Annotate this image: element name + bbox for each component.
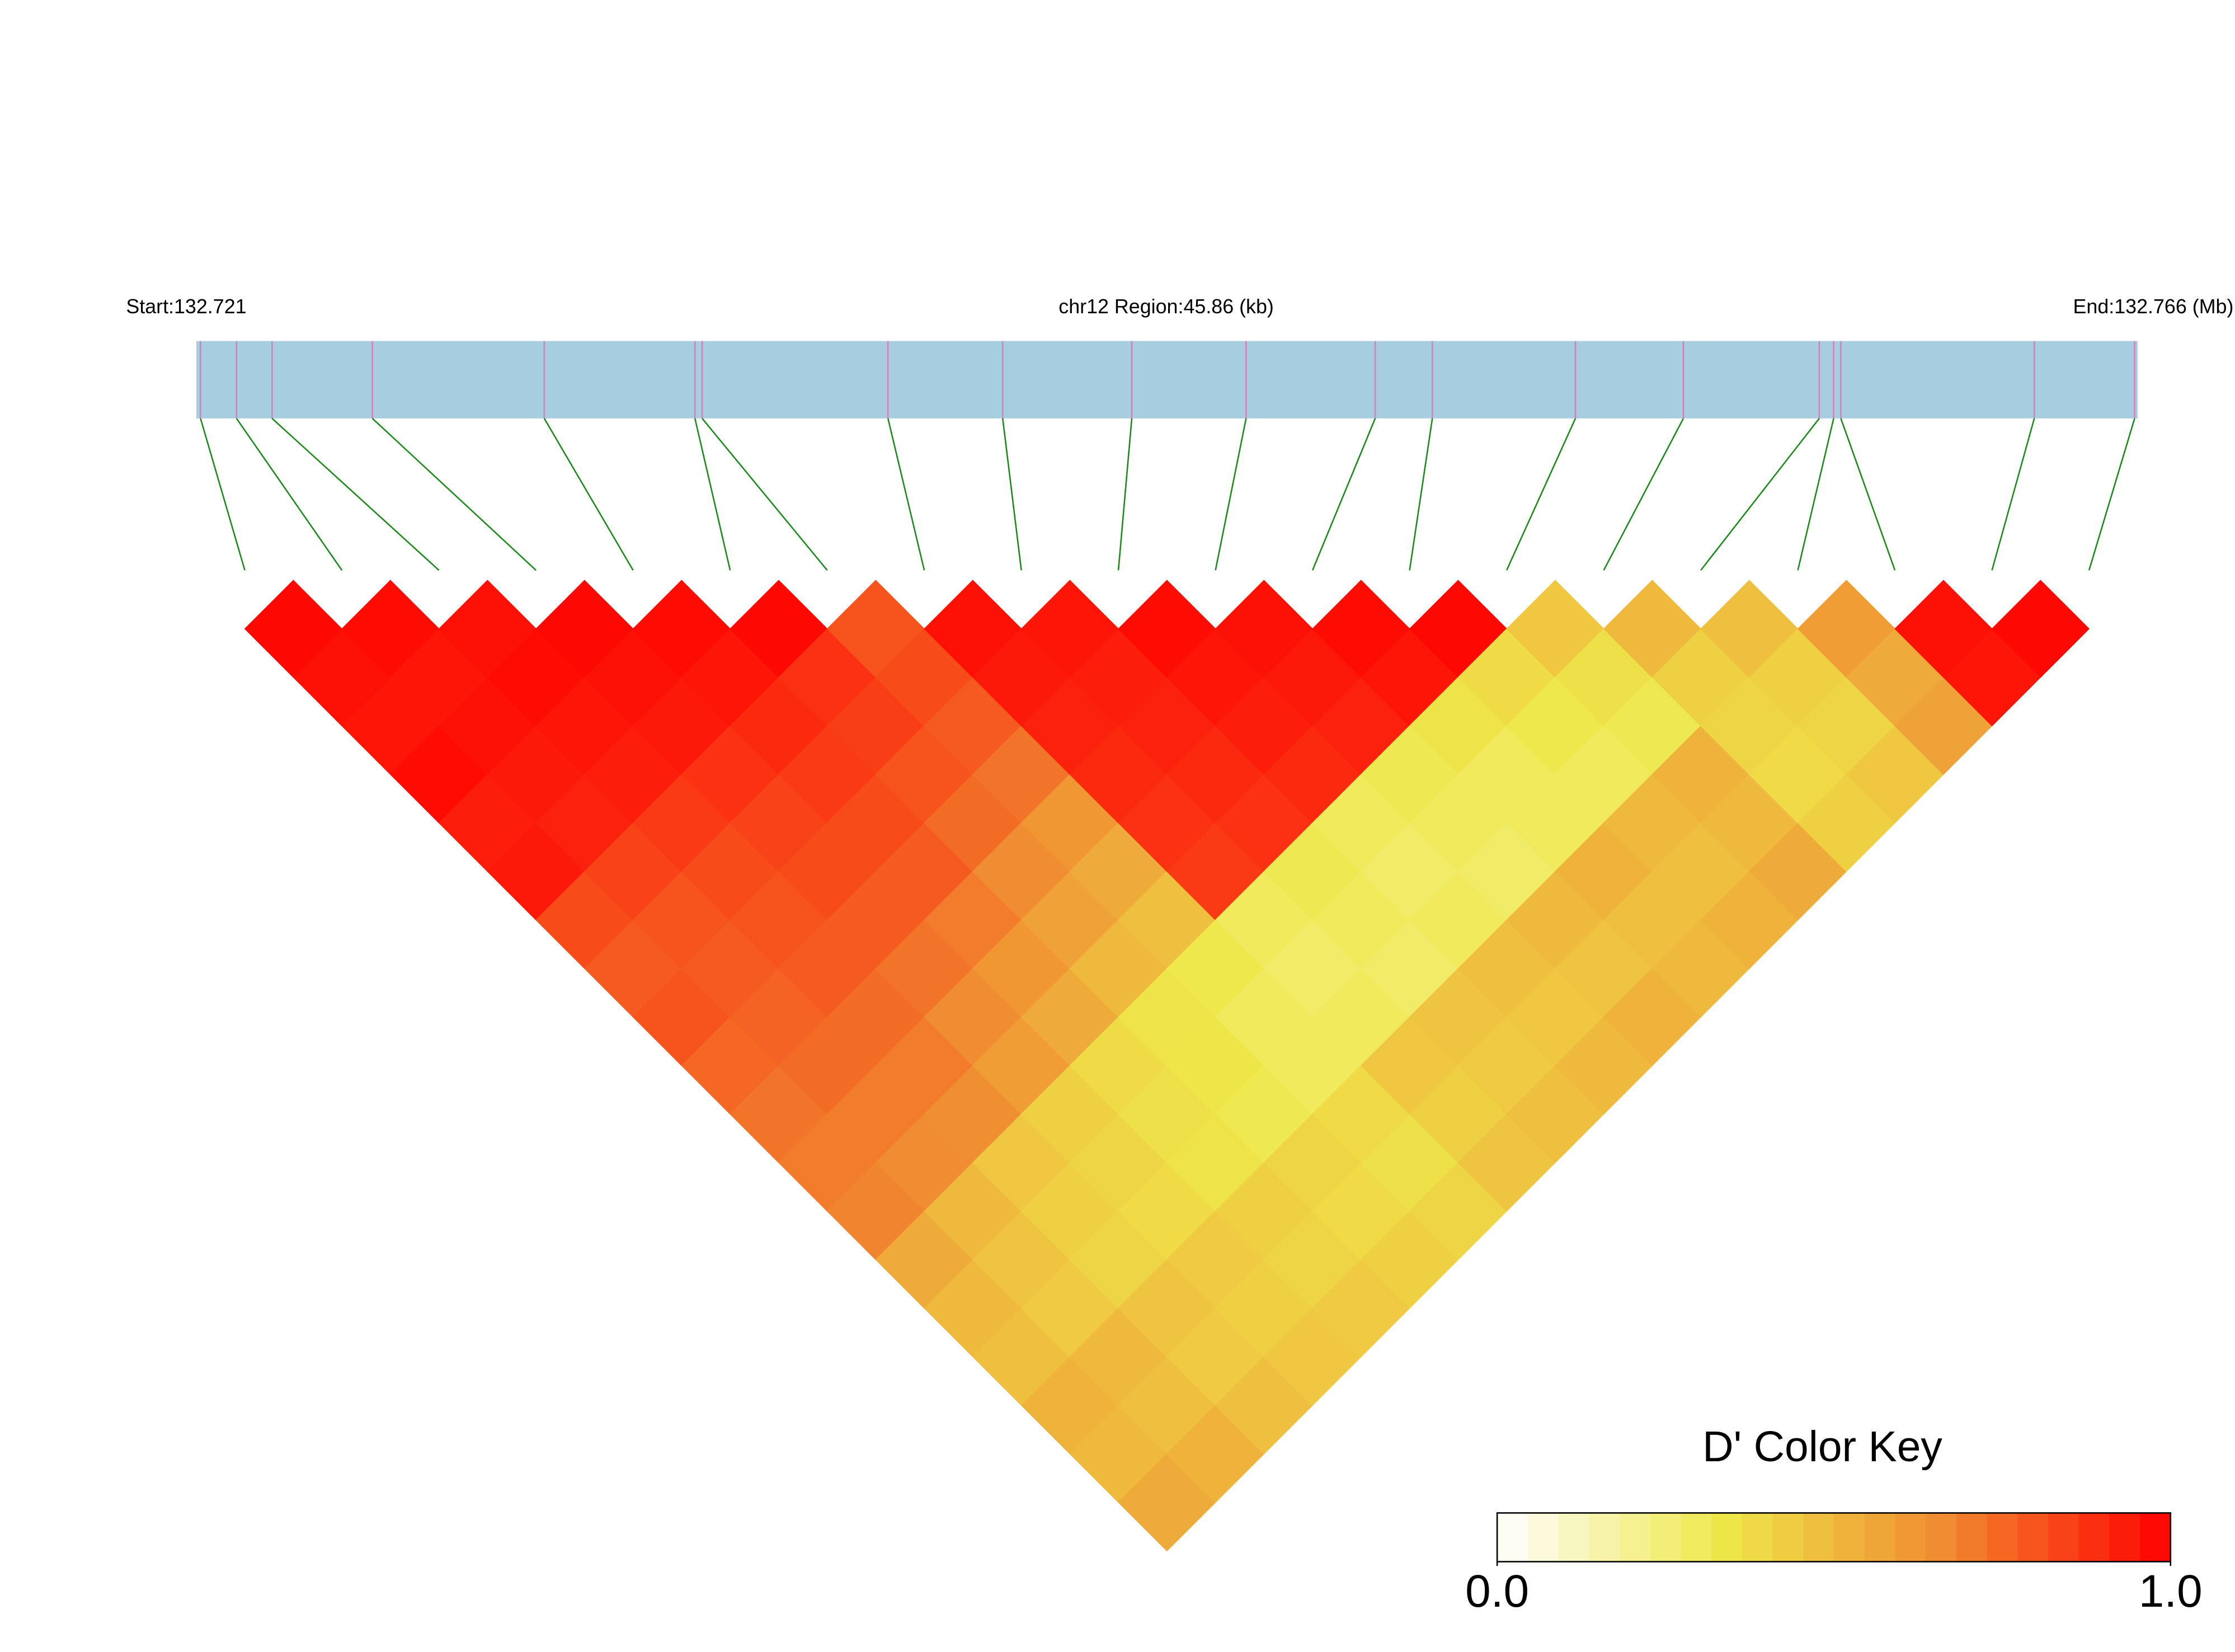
snp-link [1215, 418, 1247, 571]
snp-link [200, 418, 246, 571]
legend-title: D' Color Key [1702, 1423, 1942, 1471]
legend-swatch [1650, 1513, 1682, 1562]
snp-link [371, 417, 537, 571]
snp-link [1311, 418, 1376, 571]
snp-link [1409, 418, 1433, 571]
snp-link [1505, 418, 1577, 571]
legend-swatch [1527, 1513, 1559, 1562]
legend-swatch [1987, 1513, 2018, 1562]
snp-link [1991, 418, 2035, 571]
snp-link [1603, 418, 1685, 571]
snp-link [1001, 418, 1022, 571]
legend-swatch [2140, 1513, 2172, 1562]
legend-swatch [1681, 1513, 1712, 1562]
snp-link [887, 418, 925, 571]
legend-swatch [1742, 1513, 1773, 1562]
legend-swatch [2017, 1513, 2049, 1562]
legend-tick-label: 0.0 [1465, 1566, 1529, 1617]
legend-swatch [1772, 1513, 1804, 1562]
snp-link [1700, 418, 1820, 571]
snp-link [2088, 418, 2135, 571]
snp-link [694, 418, 731, 571]
legend-swatch [1589, 1513, 1621, 1562]
legend-swatch [1803, 1513, 1835, 1562]
snp-link [543, 418, 634, 571]
region-label: chr12 Region:45.86 (kb) [1058, 295, 1274, 318]
legend-swatch [1711, 1513, 1743, 1562]
legend-swatch [1619, 1513, 1651, 1562]
legend-frame [1496, 1512, 2172, 1562]
legend-swatch [2078, 1513, 2110, 1562]
legend-swatch [1895, 1513, 1927, 1562]
legend-tick-label: 1.0 [2139, 1566, 2203, 1617]
legend-swatch [1926, 1513, 1958, 1562]
snp-link [702, 418, 828, 571]
snp-link [271, 417, 440, 571]
snp-link [1797, 418, 1834, 571]
legend-swatch [1833, 1513, 1865, 1562]
legend-swatch [1956, 1513, 1988, 1562]
snp-link [1117, 418, 1133, 571]
legend-swatch [2048, 1513, 2079, 1562]
legend-swatch [2109, 1513, 2141, 1562]
ld-cell [1991, 580, 2090, 678]
snp-link [236, 418, 343, 571]
legend-swatch [1497, 1513, 1529, 1562]
legend-swatch [1558, 1513, 1590, 1562]
position-bar [196, 341, 2138, 418]
snp-link [1840, 418, 1896, 571]
end-label: End:132.766 (Mb) [2073, 295, 2234, 318]
legend-swatch [1864, 1513, 1896, 1562]
start-label: Start:132.721 [126, 295, 246, 318]
